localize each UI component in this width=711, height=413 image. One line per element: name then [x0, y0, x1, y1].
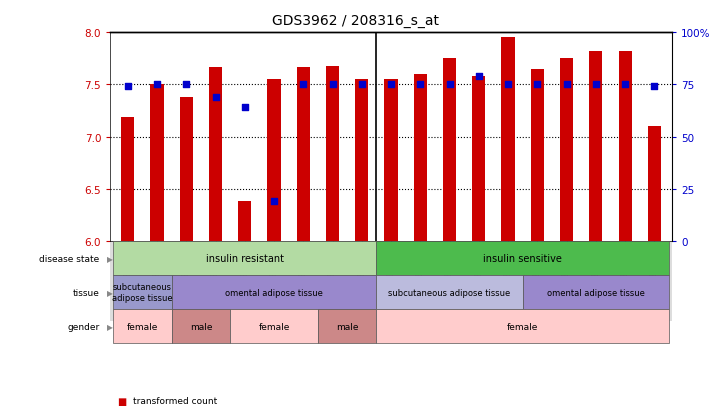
Point: [239, 105, 250, 112]
Text: female: female: [258, 322, 289, 331]
Text: male: male: [336, 322, 358, 331]
Point: [648, 84, 660, 90]
Text: insulin sensitive: insulin sensitive: [483, 254, 562, 263]
Point: [473, 74, 484, 80]
Bar: [414, 75, 427, 242]
Text: ▶: ▶: [107, 254, 112, 263]
Bar: [151, 85, 164, 242]
Text: gender: gender: [68, 322, 100, 331]
Text: female: female: [127, 322, 158, 331]
Text: male: male: [190, 322, 212, 331]
Point: [444, 82, 455, 88]
Text: ▶: ▶: [107, 322, 112, 331]
Point: [590, 82, 602, 88]
Bar: [267, 80, 281, 242]
Point: [356, 82, 368, 88]
Text: disease state: disease state: [39, 254, 100, 263]
Point: [619, 82, 631, 88]
Bar: [560, 59, 573, 242]
Bar: [385, 80, 397, 242]
Bar: [180, 98, 193, 242]
Point: [327, 82, 338, 88]
Point: [181, 82, 192, 88]
Bar: [589, 52, 602, 242]
Bar: [238, 202, 252, 242]
Point: [122, 84, 134, 90]
Text: omental adipose tissue: omental adipose tissue: [225, 288, 323, 297]
Text: ▶: ▶: [107, 288, 112, 297]
Bar: [472, 77, 486, 242]
Bar: [121, 118, 134, 242]
Point: [503, 82, 514, 88]
Point: [415, 82, 426, 88]
Bar: [209, 67, 222, 242]
Point: [298, 82, 309, 88]
Point: [268, 199, 279, 205]
Text: subcutaneous adipose tissue: subcutaneous adipose tissue: [388, 288, 510, 297]
Bar: [648, 127, 661, 242]
Text: insulin resistant: insulin resistant: [205, 254, 284, 263]
Point: [532, 82, 543, 88]
Bar: [356, 80, 368, 242]
Point: [385, 82, 397, 88]
Point: [151, 82, 163, 88]
Point: [561, 82, 572, 88]
Bar: [443, 59, 456, 242]
Point: [210, 95, 221, 101]
Text: transformed count: transformed count: [133, 396, 217, 406]
Text: ■: ■: [117, 396, 127, 406]
Text: tissue: tissue: [73, 288, 100, 297]
Bar: [110, 242, 672, 321]
Bar: [326, 66, 339, 242]
Text: omental adipose tissue: omental adipose tissue: [547, 288, 645, 297]
Text: subcutaneous
adipose tissue: subcutaneous adipose tissue: [112, 283, 173, 302]
Text: GDS3962 / 208316_s_at: GDS3962 / 208316_s_at: [272, 14, 439, 28]
Bar: [296, 67, 310, 242]
Text: female: female: [507, 322, 538, 331]
Bar: [619, 52, 631, 242]
Bar: [501, 38, 515, 242]
Bar: [530, 69, 544, 242]
